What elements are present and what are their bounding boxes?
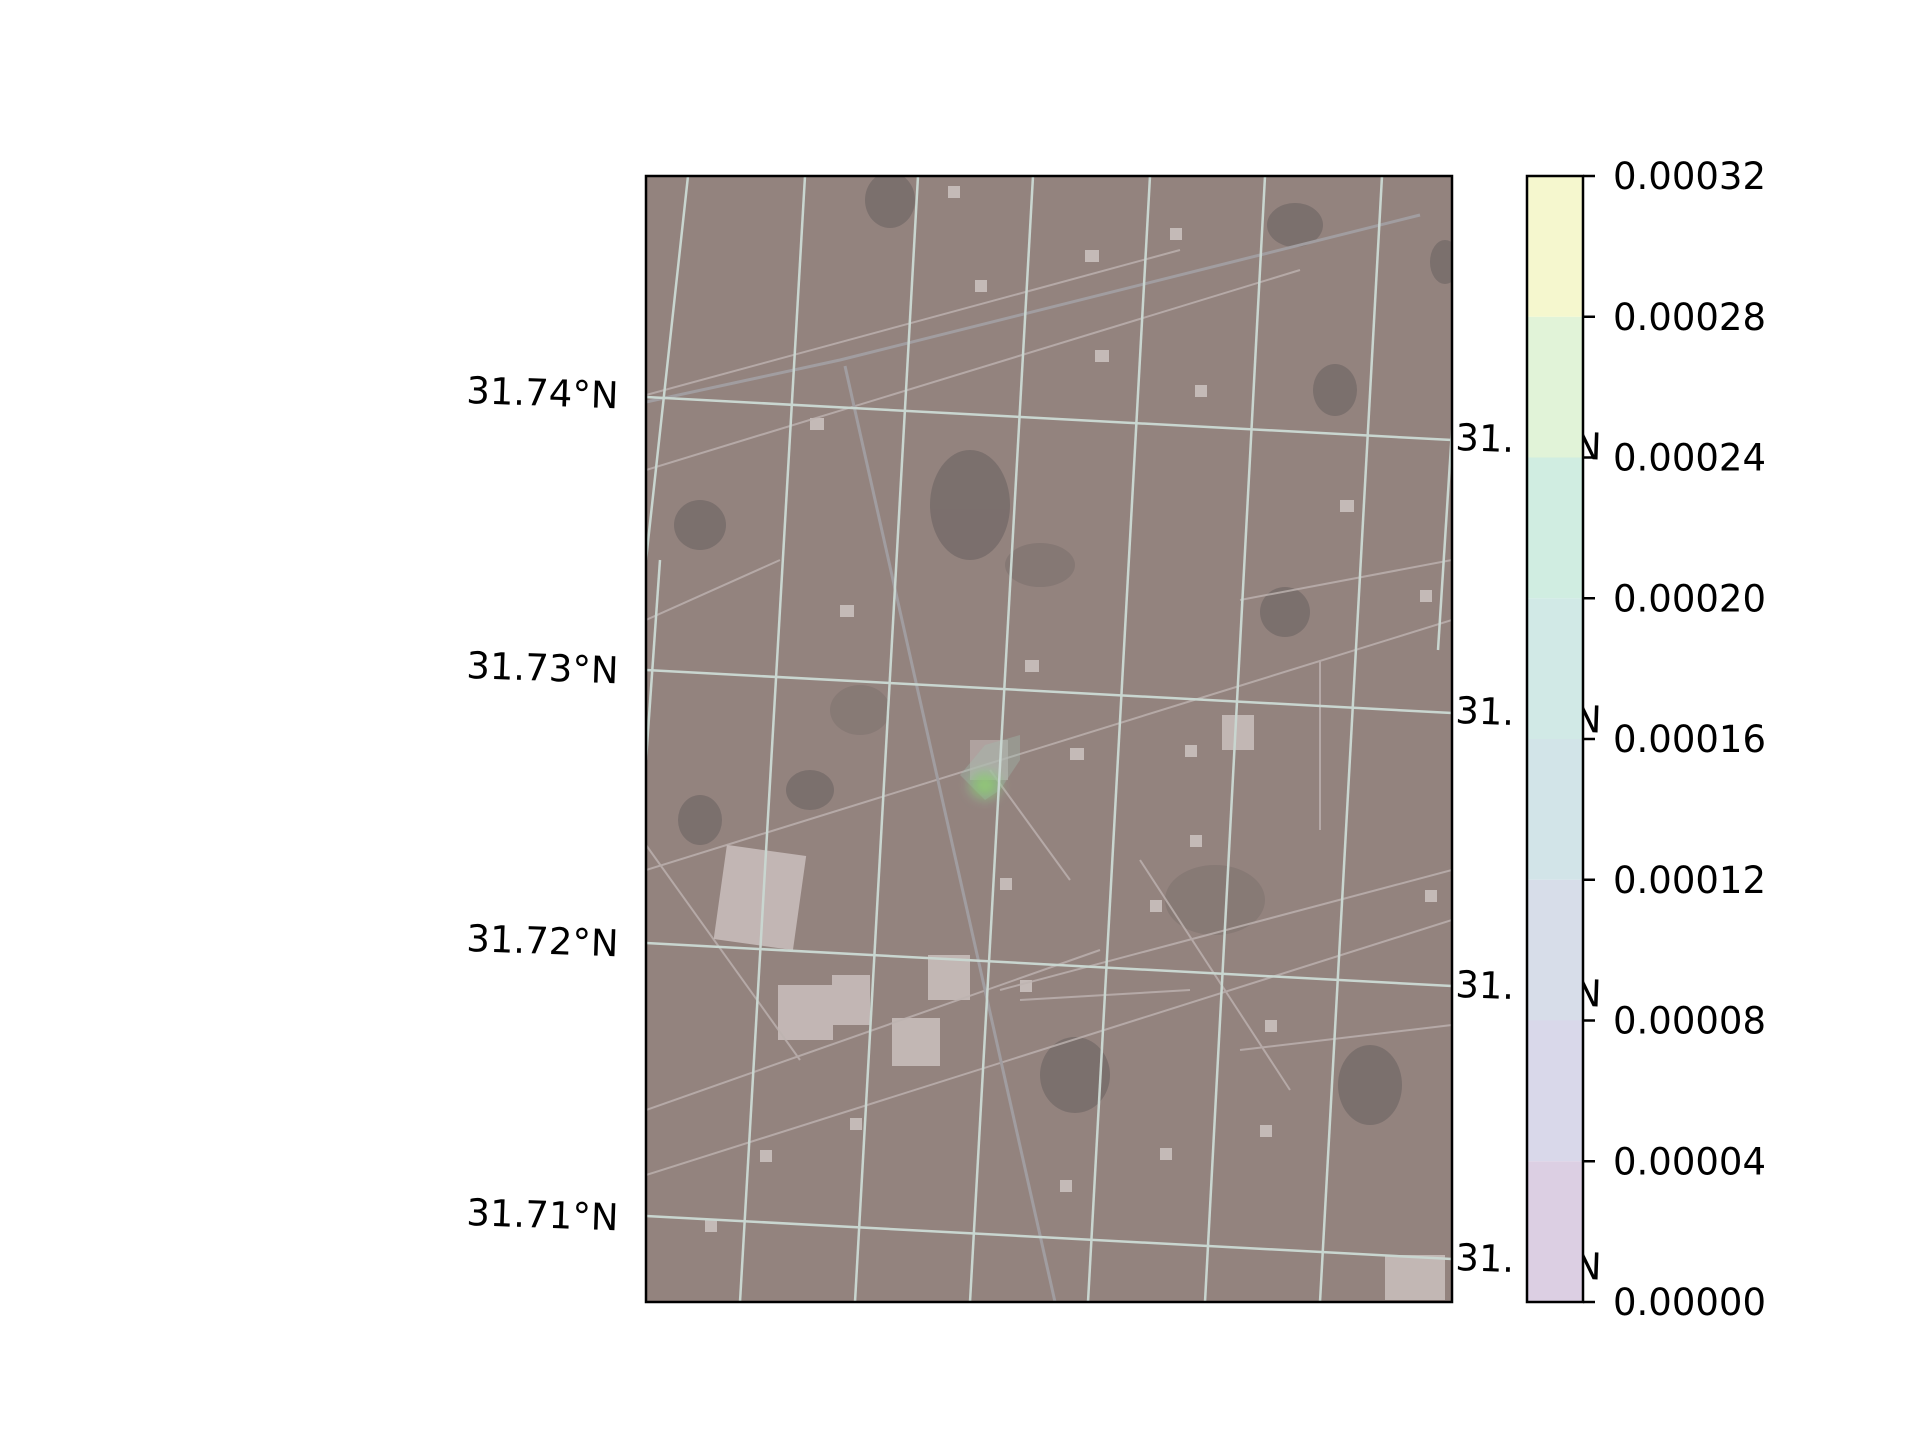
graticule-line [1086, 176, 1152, 1302]
colorbar-band [1527, 176, 1583, 317]
colorbar-tick-label: 0.00004 [1613, 1140, 1766, 1183]
colorbar-band [1527, 598, 1583, 739]
lat-label-right: 31. [1455, 963, 1515, 1008]
colorbar-band [1527, 316, 1583, 458]
methane-plume [960, 735, 1020, 805]
graticule [646, 176, 1452, 1302]
graticule-line [968, 176, 1035, 1302]
map-background [646, 176, 1452, 1302]
graticule-line [1318, 176, 1384, 1302]
colormap-overlay [646, 176, 1452, 1302]
colorbar-tick-label: 0.00008 [1613, 1000, 1766, 1043]
graticule-line [646, 668, 1452, 715]
graticule-line [646, 1214, 1452, 1261]
well-pads [705, 186, 1437, 1232]
main-roads [646, 213, 1421, 1302]
colorbar-band [1527, 739, 1583, 880]
lat-label-right: 31. [1455, 1236, 1515, 1281]
lat-label-left: 31.74°N [466, 369, 620, 417]
colorbar-tick-label: 0.00000 [1613, 1281, 1766, 1324]
colorbar: 0.00032 0.00028 0.00024 0.00020 0.00016 0.000… [1525, 155, 1766, 1324]
colorbar-tick-label: 0.00028 [1613, 296, 1766, 339]
colorbar-tick-label: 0.00020 [1613, 577, 1766, 620]
colorbar-band [1527, 457, 1583, 599]
satellite-map [646, 176, 1452, 1302]
colorbar-tick-label: 0.00016 [1613, 718, 1766, 761]
colorbar-band [1527, 1161, 1583, 1302]
colorbar-tick-label: 0.00024 [1613, 437, 1766, 480]
lat-label-left: 31.73°N [466, 644, 620, 692]
graticule-line [1203, 176, 1267, 1302]
graticule-line [738, 176, 807, 1302]
graticule-line [646, 176, 690, 561]
graticule-line [646, 941, 1452, 988]
colorbar-bands [1527, 176, 1583, 1302]
graticule-line [1436, 429, 1452, 651]
terrain-patches [674, 176, 1452, 1125]
graticule-line [646, 559, 662, 761]
lat-label-right: 31. [1455, 689, 1515, 734]
lat-label-left: 31.71°N [466, 1191, 620, 1239]
colorbar-band [1527, 879, 1583, 1021]
colorbar-ticks: 0.00032 0.00028 0.00024 0.00020 0.00016 0.000… [1583, 155, 1766, 1324]
graticule-line [853, 176, 920, 1302]
colorbar-tick-label: 0.00012 [1613, 859, 1766, 902]
graticule-line [646, 395, 1452, 442]
lat-label-right: 31. [1455, 416, 1515, 461]
lat-label-left: 31.72°N [466, 917, 620, 965]
colorbar-tick-label: 0.00032 [1613, 155, 1766, 198]
left-latitude-labels: 31.74°N 31.73°N 31.72°N 31.71°N [466, 369, 620, 1239]
map-frame [644, 174, 1454, 1304]
colorbar-band [1527, 1020, 1583, 1162]
